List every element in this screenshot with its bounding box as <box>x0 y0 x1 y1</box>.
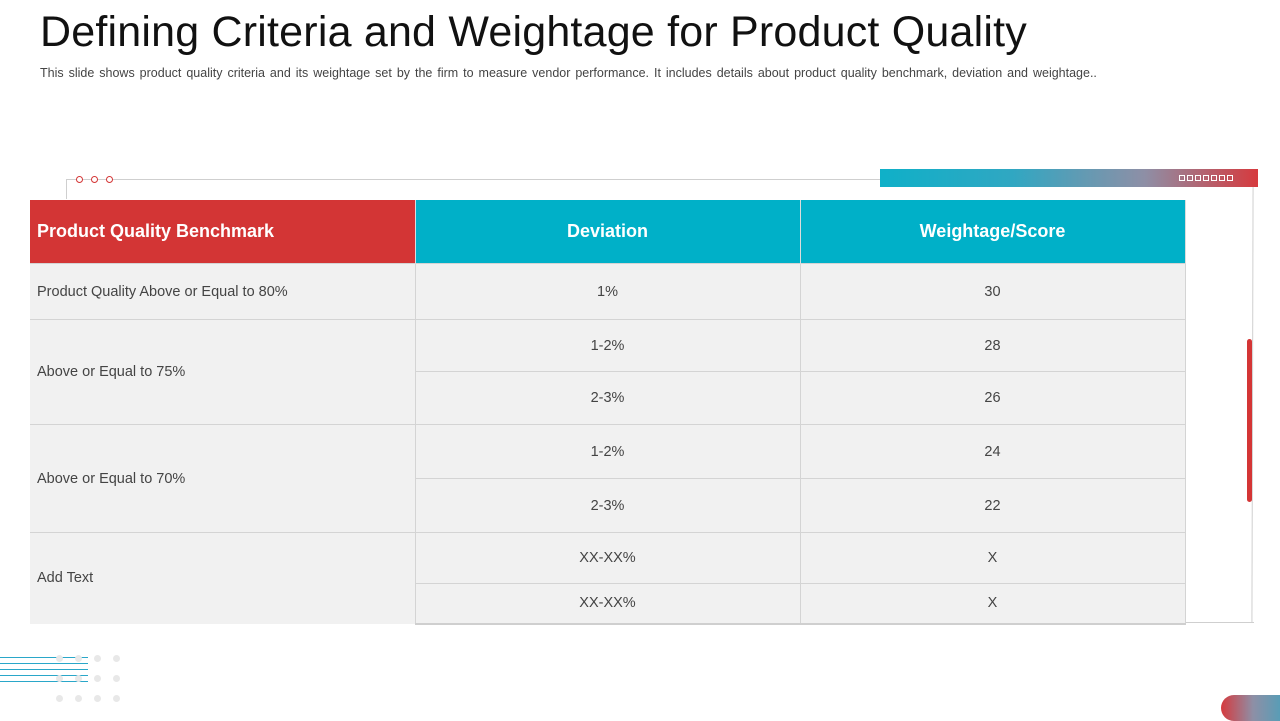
table-row: Add Text XX-XX% X <box>30 532 1186 624</box>
decorative-dot <box>91 176 98 183</box>
stripe-line <box>0 657 88 658</box>
grid-dot <box>56 675 63 682</box>
accent-squares <box>1179 175 1233 181</box>
table-row: Above or Equal to 75% 1-2% 28 <box>30 319 1186 425</box>
score-cell: 30 <box>800 263 1186 320</box>
header-deviation: Deviation <box>415 200 801 264</box>
decorative-dot-grid <box>56 655 120 702</box>
accent-square <box>1203 175 1209 181</box>
table-row: 2-3% 22 <box>30 478 1186 533</box>
benchmark-cell: Above or Equal to 75% <box>30 319 416 425</box>
frame-left-tick <box>66 179 67 199</box>
decorative-stripes <box>0 657 88 687</box>
grid-dot <box>75 655 82 662</box>
score-cell: X <box>800 532 1186 584</box>
deviation-cell: 2-3% <box>415 371 801 425</box>
stripe-line <box>0 663 88 664</box>
deviation-cell: XX-XX% <box>415 532 801 584</box>
benchmark-cell: Product Quality Above or Equal to 80% <box>30 263 416 320</box>
stripe-line <box>0 675 88 676</box>
grid-dot <box>94 695 101 702</box>
deviation-cell: 2-3% <box>415 478 801 533</box>
score-cell: X <box>800 583 1186 625</box>
table-header-row: Product Quality Benchmark Deviation Weig… <box>30 200 1186 264</box>
table-row: Product Quality Above or Equal to 80% 1%… <box>30 263 1186 320</box>
slide-subtitle: This slide shows product quality criteri… <box>40 66 1097 80</box>
slide-title: Defining Criteria and Weightage for Prod… <box>40 8 1027 56</box>
stripe-line <box>0 669 88 670</box>
deviation-cell: 1-2% <box>415 424 801 479</box>
grid-dot <box>94 675 101 682</box>
score-cell: 28 <box>800 319 1186 372</box>
accent-square <box>1195 175 1201 181</box>
gradient-pill-decoration <box>1221 695 1280 721</box>
grid-dot <box>56 695 63 702</box>
header-score: Weightage/Score <box>800 200 1186 264</box>
accent-square <box>1179 175 1185 181</box>
decorative-dots <box>76 176 113 183</box>
grid-dot <box>113 655 120 662</box>
deviation-cell: 1% <box>415 263 801 320</box>
gradient-accent-bar <box>880 169 1258 187</box>
table-row: Above or Equal to 70% 1-2% 24 <box>30 424 1186 533</box>
accent-square <box>1187 175 1193 181</box>
grid-dot <box>94 655 101 662</box>
grid-dot <box>113 695 120 702</box>
grid-dot <box>56 655 63 662</box>
score-cell: 22 <box>800 478 1186 533</box>
quality-criteria-table: Product Quality Benchmark Deviation Weig… <box>30 200 1186 625</box>
deviation-cell: XX-XX% <box>415 583 801 625</box>
accent-square <box>1211 175 1217 181</box>
accent-square <box>1227 175 1233 181</box>
score-cell: 26 <box>800 371 1186 425</box>
accent-square <box>1219 175 1225 181</box>
red-accent-bar <box>1247 339 1252 502</box>
frame-top-line <box>66 179 1256 180</box>
benchmark-cell: Add Text <box>30 532 416 624</box>
grid-dot <box>75 675 82 682</box>
score-cell: 24 <box>800 424 1186 479</box>
decorative-dot <box>76 176 83 183</box>
header-benchmark: Product Quality Benchmark <box>30 200 416 264</box>
benchmark-cell: Above or Equal to 70% <box>30 424 416 533</box>
stripe-line <box>0 681 88 682</box>
deviation-cell: 1-2% <box>415 319 801 372</box>
table-row: XX-XX% X <box>30 583 1186 625</box>
grid-dot <box>75 695 82 702</box>
grid-dot <box>113 675 120 682</box>
table-row: 2-3% 26 <box>30 371 1186 425</box>
decorative-dot <box>106 176 113 183</box>
